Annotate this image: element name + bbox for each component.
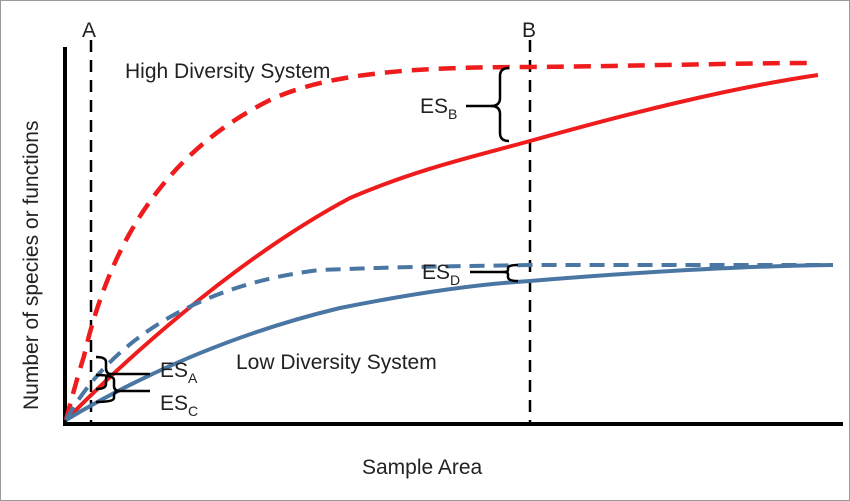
marker-b-label: B	[522, 19, 536, 42]
high-diversity-solid-curve	[64, 73, 819, 422]
high-diversity-label: High Diversity System	[125, 60, 330, 83]
bracket-es-b	[490, 66, 510, 143]
es-a-subscript: A	[188, 370, 198, 386]
low-diversity-dashed-curve	[64, 262, 833, 421]
es-b-base: ES	[420, 95, 448, 118]
high-diversity-dashed-curve	[63, 60, 813, 421]
es-c-subscript: C	[188, 403, 198, 419]
marker-a-label: A	[82, 19, 96, 42]
es-a-base: ES	[160, 359, 188, 382]
x-axis-label: Sample Area	[362, 456, 483, 479]
es-a-label: ESA	[160, 359, 198, 386]
es-b-label: ESB	[420, 95, 457, 122]
low-diversity-solid-curve	[64, 263, 834, 422]
y-axis-label: Number of species or functions	[20, 121, 43, 410]
es-c-label: ESC	[160, 392, 198, 419]
low-diversity-label: Low Diversity System	[236, 351, 437, 374]
es-c-base: ES	[160, 392, 188, 415]
es-b-subscript: B	[448, 106, 457, 122]
es-d-base: ES	[422, 261, 450, 284]
es-d-subscript: D	[450, 272, 460, 288]
es-d-label: ESD	[422, 261, 460, 288]
